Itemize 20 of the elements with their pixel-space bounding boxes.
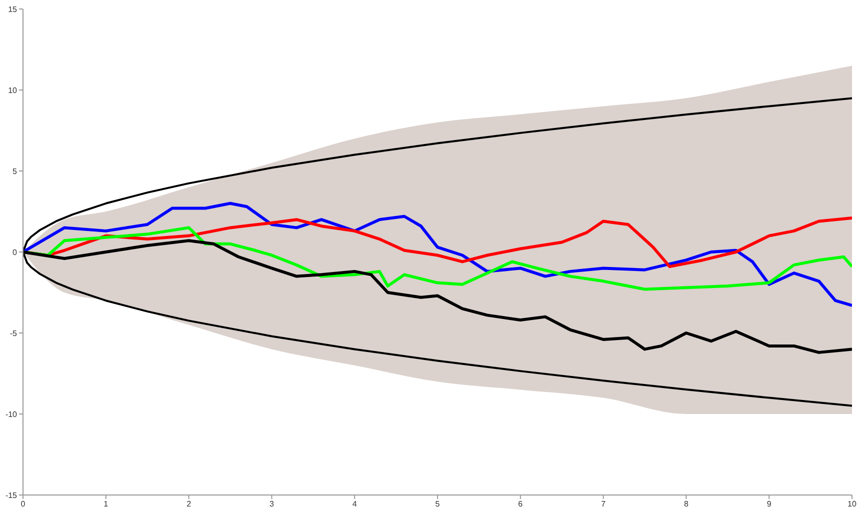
- x-tick-label: 7: [601, 500, 606, 508]
- line-series: [23, 226, 852, 291]
- y-tick-label: 10: [8, 86, 18, 95]
- x-tick-label: 4: [352, 500, 358, 508]
- x-tick-label: 5: [435, 500, 440, 508]
- x-tick-label: 0: [20, 500, 26, 508]
- y-tick-label: 0: [12, 248, 18, 257]
- y-tick-label: -5: [10, 328, 18, 338]
- x-tick-label: 6: [518, 500, 524, 508]
- y-tick-label: 5: [12, 166, 18, 176]
- x-tick-label: 1: [104, 500, 109, 508]
- line-series: [23, 202, 852, 307]
- y-tick-label: 15: [8, 4, 18, 14]
- x-tick-label: 8: [684, 500, 689, 508]
- x-tick-label: 10: [848, 500, 857, 508]
- x-tick-label: 2: [186, 500, 192, 508]
- y-tick-label: -15: [5, 490, 18, 500]
- y-tick-label: -10: [5, 410, 18, 419]
- x-tick-label: 3: [269, 500, 274, 508]
- x-tick-label: 9: [766, 500, 772, 508]
